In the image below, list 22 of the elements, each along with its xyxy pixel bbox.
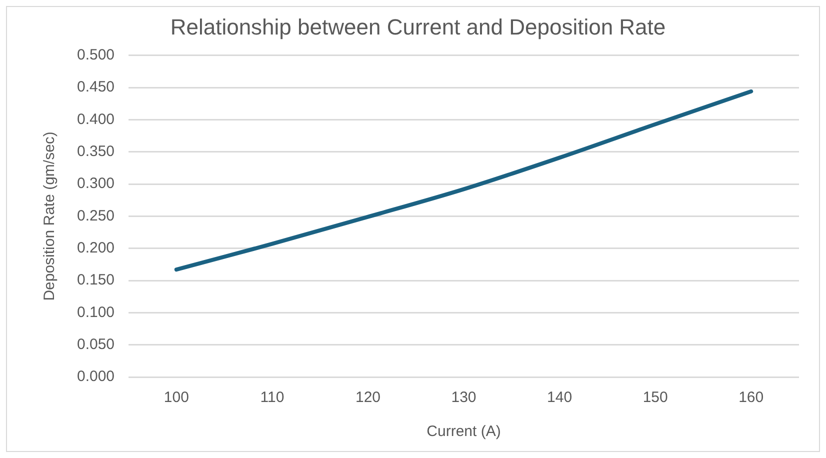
x-axis-title: Current (A): [426, 423, 501, 440]
x-tick-label: 150: [642, 389, 668, 406]
y-tick-label: 0.250: [76, 207, 115, 224]
y-tick-label: 0.300: [76, 175, 115, 192]
y-tick-label: 0.500: [76, 46, 115, 64]
x-tick-label: 100: [164, 389, 189, 406]
y-axis-title: Deposition Rate (gm/sec): [41, 132, 58, 301]
x-tick-label: 160: [738, 389, 764, 406]
y-tick-label: 0.350: [76, 143, 115, 160]
y-tick-label: 0.050: [76, 336, 115, 353]
x-tick-label: 120: [355, 389, 381, 406]
x-tick-label: 110: [260, 389, 284, 406]
chart-title: Relationship between Current and Deposition Rate: [170, 14, 666, 40]
y-tick-label: 0.450: [76, 78, 115, 96]
y-tick-label: 0.100: [76, 304, 115, 321]
y-tick-label: 0.150: [76, 272, 115, 289]
y-tick-label: 0.400: [76, 110, 115, 128]
line-series: [174, 89, 754, 272]
y-tick-label: 0.200: [76, 240, 115, 256]
x-tick-label: 130: [451, 389, 476, 406]
y-tick-label: 0.000: [76, 368, 115, 386]
x-tick-label: 140: [547, 389, 572, 406]
